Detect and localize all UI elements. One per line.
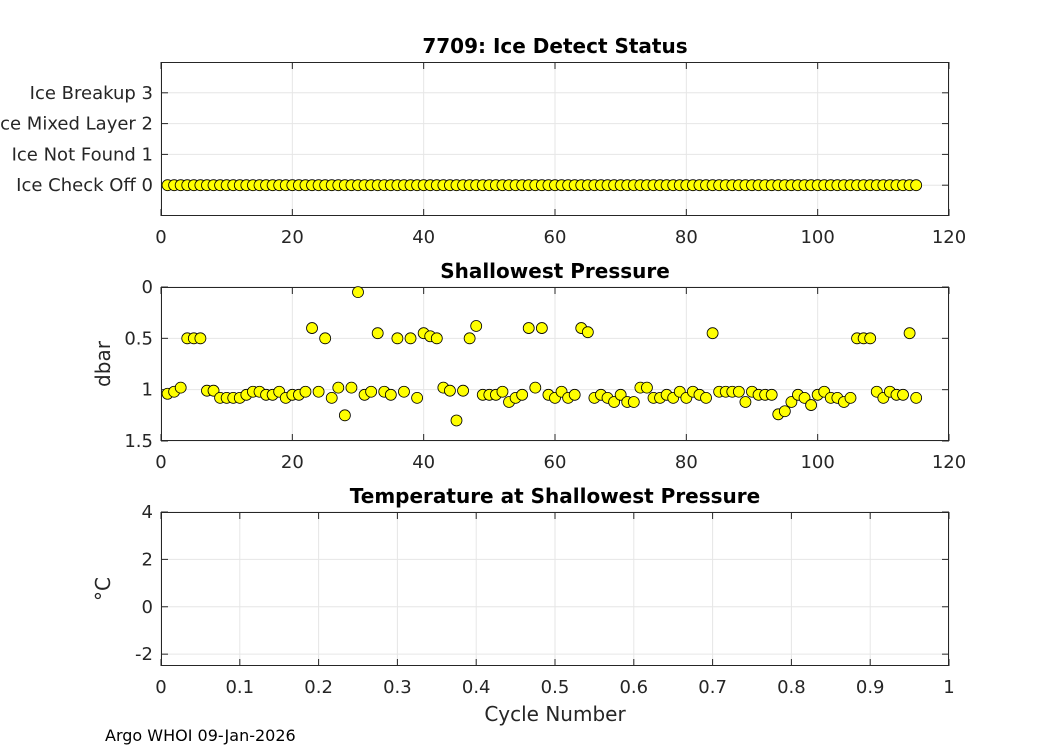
shallowest-pressure-x-tick-label: 0	[155, 452, 166, 473]
shallowest-pressure-point	[805, 399, 817, 411]
temperature-x-tick-label: 0.1	[225, 677, 254, 698]
shallowest-pressure-point	[312, 385, 325, 398]
ice-status-y-tick-label: Ice Mixed Layer 2	[0, 114, 153, 135]
shallowest-pressure-point	[844, 391, 857, 404]
shallowest-pressure-point	[338, 409, 351, 422]
temperature-axes: 0 0.1 0.2 0.3 0.4 0.5 0.6 0.7 0.8 0.9 1-2024Temper…	[91, 484, 955, 726]
shallowest-pressure-point	[384, 388, 397, 401]
shallowest-pressure-y-axis-label: dbar	[91, 340, 115, 387]
shallowest-pressure-point	[568, 388, 581, 401]
shallowest-pressure-point	[700, 391, 712, 404]
shallowest-pressure-point	[352, 286, 364, 299]
ice-status-axes: 0 20 40 60 80 100 120 Ice Check Off 0 Ice Not Fo…	[0, 34, 966, 248]
shallowest-pressure-point	[345, 381, 358, 394]
ice-status-x-tick-label: 120	[932, 227, 966, 248]
shallowest-pressure-axes: 0 20 40 60 80 100 120 0 0.5 1 1.5 Shallowest Pressu…	[91, 259, 966, 473]
shallowest-pressure-y-tick-label: 0	[142, 277, 153, 298]
shallowest-pressure-point	[529, 381, 542, 394]
ice-status-x-tick-label: 40	[412, 227, 435, 248]
temperature-y-tick-label: 2	[142, 549, 153, 570]
temperature-y-tick-label: -2	[135, 644, 153, 665]
temperature-x-tick-label: 0.6	[619, 677, 648, 698]
ice-status-y-tick-label: Ice Not Found 1	[12, 144, 153, 165]
temperature-y-tick-label: 0	[142, 597, 153, 618]
footer-credit: Argo WHOI 09-Jan-2026	[105, 726, 296, 745]
shallowest-pressure-y-tick-label: 1	[142, 380, 153, 401]
shallowest-pressure-point	[306, 322, 318, 334]
shallowest-pressure-point	[411, 391, 424, 404]
temperature-y-tick-label: 4	[142, 502, 153, 523]
temperature-x-tick-label: 0.4	[462, 677, 491, 698]
shallowest-pressure-x-tick-label: 80	[675, 452, 698, 473]
shallowest-pressure-x-tick-label: 40	[412, 452, 435, 473]
ice-status-point	[910, 179, 923, 192]
shallowest-pressure-point	[174, 381, 187, 394]
ice-status-points	[161, 179, 923, 192]
ice-status-x-tick-label: 60	[544, 227, 567, 248]
shallowest-pressure-point	[496, 385, 509, 398]
shallowest-pressure-point	[194, 332, 207, 345]
temperature-title: Temperature at Shallowest Pressure	[350, 484, 760, 508]
temperature-x-axis-label: Cycle Number	[484, 702, 626, 726]
temperature-x-tick-label: 1	[943, 677, 954, 698]
shallowest-pressure-x-tick-label: 20	[281, 452, 304, 473]
ice-status-x-tick-label: 80	[675, 227, 698, 248]
shallowest-pressure-point	[371, 327, 384, 340]
shallowest-pressure-point	[319, 332, 332, 345]
shallowest-pressure-point	[470, 320, 483, 332]
ice-status-x-tick-label: 100	[800, 227, 834, 248]
temperature-x-tick-label: 0.8	[777, 677, 806, 698]
temperature-x-tick-label: 0.2	[304, 677, 333, 698]
shallowest-pressure-point	[627, 396, 640, 408]
temperature-x-tick-label: 0.5	[541, 677, 570, 698]
shallowest-pressure-point	[450, 414, 463, 427]
shallowest-pressure-point	[404, 332, 417, 345]
shallowest-pressure-points	[161, 286, 923, 427]
temperature-x-tick-label: 0.3	[383, 677, 412, 698]
shallowest-pressure-point	[391, 332, 404, 345]
shallowest-pressure-point	[765, 388, 778, 401]
temperature-y-axis-label: °C	[91, 577, 115, 601]
shallowest-pressure-title: Shallowest Pressure	[440, 259, 670, 283]
shallowest-pressure-point	[706, 327, 719, 340]
shallowest-pressure-point	[581, 326, 594, 339]
shallowest-pressure-x-tick-label: 120	[932, 452, 966, 473]
ice-status-y-tick-label: Ice Check Off 0	[16, 175, 153, 196]
ice-status-x-tick-label: 0	[155, 227, 166, 248]
shallowest-pressure-point	[444, 384, 456, 397]
shallowest-pressure-point	[732, 385, 745, 398]
shallowest-pressure-point	[910, 391, 923, 404]
shallowest-pressure-point	[463, 332, 476, 345]
shallowest-pressure-point	[516, 388, 529, 401]
ice-status-y-tick-label: Ice Breakup 3	[30, 83, 153, 104]
shallowest-pressure-point	[299, 385, 312, 398]
ice-status-x-tick-label: 20	[281, 227, 304, 248]
shallowest-pressure-point	[535, 322, 548, 334]
shallowest-pressure-y-tick-label: 1.5	[124, 431, 153, 452]
shallowest-pressure-point	[522, 322, 535, 334]
shallowest-pressure-point	[398, 385, 410, 398]
shallowest-pressure-point	[641, 381, 653, 394]
shallowest-pressure-point	[325, 391, 338, 404]
temperature-x-tick-label: 0.7	[698, 677, 727, 698]
shallowest-pressure-y-tick-label: 0.5	[124, 328, 153, 349]
shallowest-pressure-point	[332, 381, 345, 394]
shallowest-pressure-point	[739, 396, 752, 408]
shallowest-pressure-point	[897, 388, 909, 401]
shallowest-pressure-point	[778, 405, 791, 418]
shallowest-pressure-x-tick-label: 100	[800, 452, 834, 473]
shallowest-pressure-point	[903, 327, 916, 340]
shallowest-pressure-point	[430, 332, 443, 345]
shallowest-pressure-point	[365, 385, 378, 398]
shallowest-pressure-point	[457, 384, 469, 397]
shallowest-pressure-point	[864, 332, 877, 345]
temperature-x-tick-label: 0	[155, 677, 166, 698]
shallowest-pressure-x-tick-label: 60	[544, 452, 567, 473]
temperature-x-tick-label: 0.9	[856, 677, 885, 698]
ice-status-title: 7709: Ice Detect Status	[422, 34, 687, 58]
